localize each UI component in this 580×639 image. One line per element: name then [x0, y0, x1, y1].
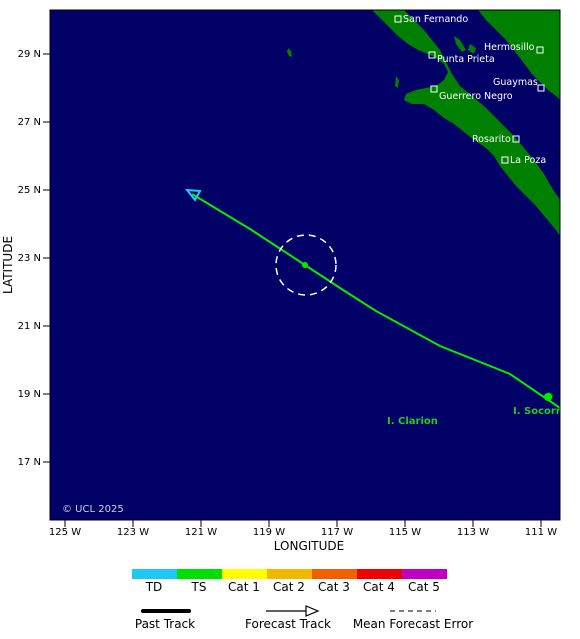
legend-swatch-cat4: [357, 569, 402, 579]
mean-error-label: Mean Forecast Error: [353, 617, 473, 631]
gulf-islands: [454, 36, 476, 54]
legend-label-cat4: Cat 4: [363, 580, 395, 594]
lat-label-23: 23 N: [18, 253, 41, 264]
legend-label-cat3: Cat 3: [318, 580, 350, 594]
guadalupe-island: [287, 48, 292, 57]
lon-label-117: 117 W: [321, 527, 353, 538]
marker-la-poza: [501, 156, 509, 164]
lon-label-119: 119 W: [253, 527, 285, 538]
marker-punta-prieta: [428, 51, 436, 59]
lat-label-19: 19 N: [18, 389, 41, 400]
lat-label-25: 25 N: [18, 185, 41, 196]
latitude-axis: 29 N 27 N 25 N 23 N 21 N 19 N 17 N: [18, 49, 50, 468]
current-position-marker: [302, 262, 308, 268]
x-axis-title: LONGITUDE: [274, 539, 344, 553]
cedros-island: [395, 76, 399, 88]
place-label-guerrero-negro: Guerrero Negro: [439, 91, 513, 102]
longitude-axis: 125 W 123 W 121 W 119 W 117 W 115 W 113 …: [49, 520, 557, 538]
lon-label-115: 115 W: [389, 527, 421, 538]
place-label-la-poza: La Poza: [510, 155, 546, 166]
legend-swatch-cat5: [402, 569, 447, 579]
legend-swatch-cat2: [267, 569, 312, 579]
place-label-san-fernando: San Fernando: [403, 14, 468, 25]
socorro-track-point: [544, 393, 552, 401]
legend-label-td: TD: [145, 580, 163, 594]
legend-swatch-td: [132, 569, 177, 579]
lat-label-21: 21 N: [18, 321, 41, 332]
lon-label-123: 123 W: [117, 527, 149, 538]
legend-swatch-cat3: [312, 569, 357, 579]
legend-label-cat1: Cat 1: [228, 580, 260, 594]
y-axis-title: LATITUDE: [1, 236, 15, 294]
intensity-legend: TD TS Cat 1 Cat 2 Cat 3 Cat 4 Cat 5: [132, 569, 447, 594]
forecast-track-arrow-icon: [305, 605, 320, 617]
track-legend: Past Track Forecast Track Mean Forecast …: [135, 605, 473, 631]
plot-frame: [49, 9, 561, 521]
lon-label-125: 125 W: [49, 527, 81, 538]
place-label-rosarito: Rosarito: [472, 134, 511, 145]
legend-label-ts: TS: [191, 580, 207, 594]
past-track-label: Past Track: [135, 617, 195, 631]
lat-label-27: 27 N: [18, 117, 41, 128]
lon-label-121: 121 W: [185, 527, 217, 538]
marker-san-fernando: [394, 15, 402, 23]
sonora-mainland: [478, 10, 560, 100]
island-label-clarion: I. Clarion: [387, 416, 438, 427]
legend-swatch-ts: [177, 569, 222, 579]
marker-guerrero-negro: [430, 85, 438, 93]
marker-hermosillo: [536, 46, 544, 54]
forecast-end-arrow: [184, 188, 202, 202]
lat-label-29: 29 N: [18, 49, 41, 60]
place-label-punta-prieta: Punta Prieta: [437, 54, 495, 65]
forecast-track-line: [191, 193, 560, 409]
baja-california-landmass: [372, 10, 560, 236]
legend-label-cat5: Cat 5: [408, 580, 440, 594]
lat-label-17: 17 N: [18, 457, 41, 468]
legend-label-cat2: Cat 2: [273, 580, 305, 594]
place-label-guaymas: Guaymas: [493, 77, 538, 88]
place-label-hermosillo: Hermosillo: [484, 42, 535, 53]
lon-label-111: 111 W: [525, 527, 557, 538]
marker-rosarito: [512, 135, 520, 143]
island-label-socorro: I. Socorro: [513, 406, 568, 417]
marker-guaymas: [537, 84, 545, 92]
copyright-text: © UCL 2025: [62, 504, 124, 515]
legend-swatch-cat1: [222, 569, 267, 579]
mean-forecast-error-circle: [275, 234, 337, 296]
lon-label-113: 113 W: [457, 527, 489, 538]
forecast-track-label: Forecast Track: [245, 617, 331, 631]
